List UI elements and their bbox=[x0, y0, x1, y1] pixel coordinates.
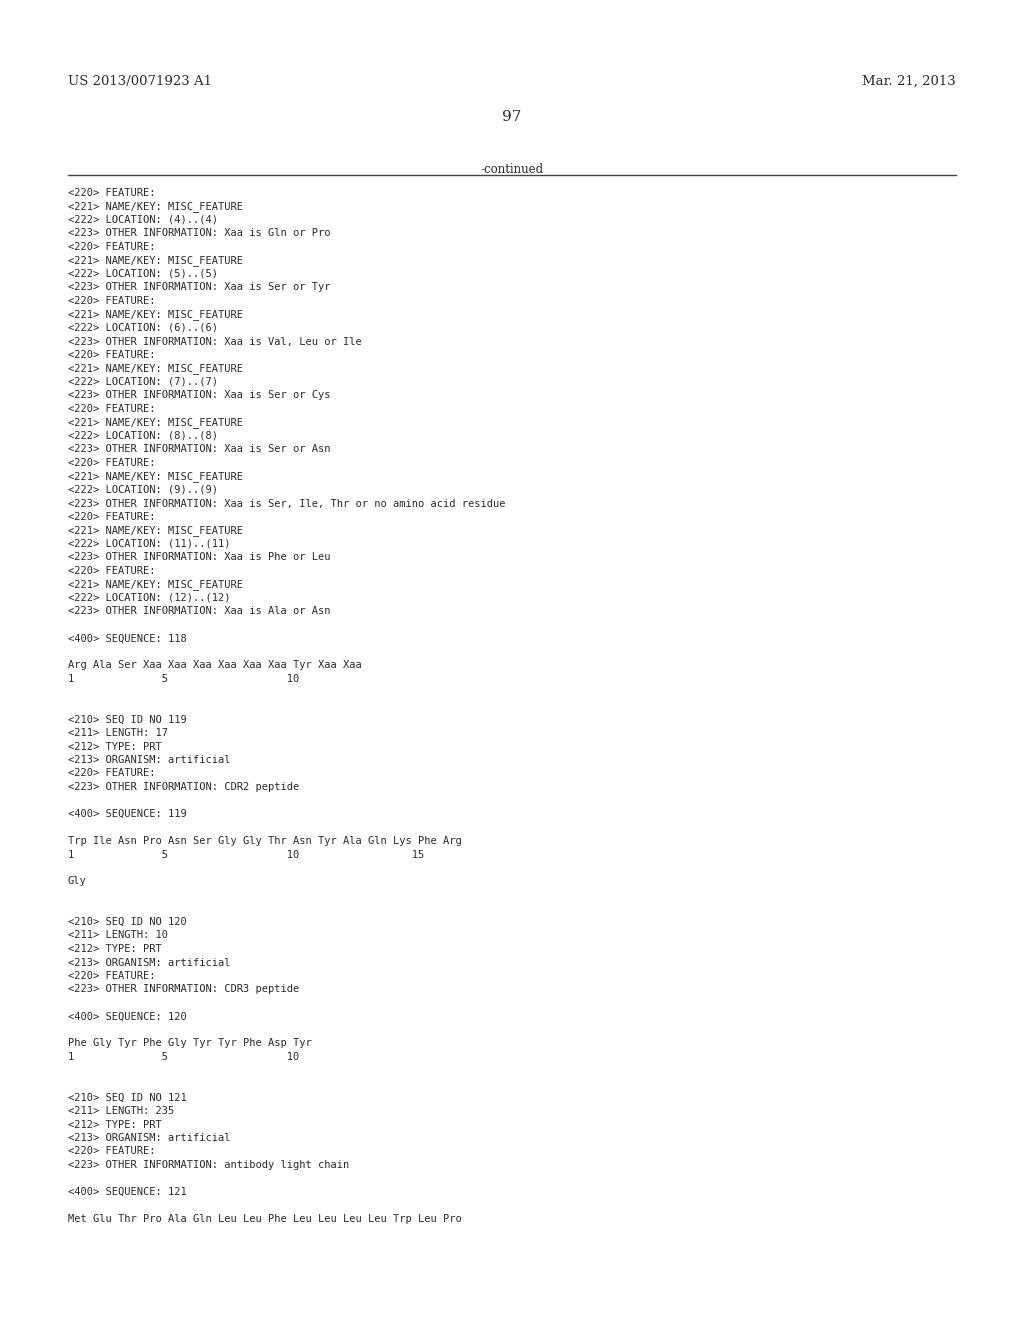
Text: <400> SEQUENCE: 118: <400> SEQUENCE: 118 bbox=[68, 634, 186, 644]
Text: 97: 97 bbox=[503, 110, 521, 124]
Text: 1              5                   10                  15: 1 5 10 15 bbox=[68, 850, 424, 859]
Text: <223> OTHER INFORMATION: CDR2 peptide: <223> OTHER INFORMATION: CDR2 peptide bbox=[68, 781, 299, 792]
Text: <211> LENGTH: 10: <211> LENGTH: 10 bbox=[68, 931, 168, 940]
Text: <223> OTHER INFORMATION: Xaa is Ala or Asn: <223> OTHER INFORMATION: Xaa is Ala or A… bbox=[68, 606, 331, 616]
Text: <220> FEATURE:: <220> FEATURE: bbox=[68, 512, 156, 521]
Text: <210> SEQ ID NO 119: <210> SEQ ID NO 119 bbox=[68, 714, 186, 725]
Text: <223> OTHER INFORMATION: Xaa is Gln or Pro: <223> OTHER INFORMATION: Xaa is Gln or P… bbox=[68, 228, 331, 239]
Text: <212> TYPE: PRT: <212> TYPE: PRT bbox=[68, 1119, 162, 1130]
Text: <223> OTHER INFORMATION: Xaa is Ser or Cys: <223> OTHER INFORMATION: Xaa is Ser or C… bbox=[68, 391, 331, 400]
Text: <220> FEATURE:: <220> FEATURE: bbox=[68, 1147, 156, 1156]
Text: <222> LOCATION: (6)..(6): <222> LOCATION: (6)..(6) bbox=[68, 323, 218, 333]
Text: -continued: -continued bbox=[480, 162, 544, 176]
Text: <220> FEATURE:: <220> FEATURE: bbox=[68, 972, 156, 981]
Text: <223> OTHER INFORMATION: Xaa is Ser or Asn: <223> OTHER INFORMATION: Xaa is Ser or A… bbox=[68, 445, 331, 454]
Text: <400> SEQUENCE: 121: <400> SEQUENCE: 121 bbox=[68, 1187, 186, 1197]
Text: US 2013/0071923 A1: US 2013/0071923 A1 bbox=[68, 75, 212, 88]
Text: <213> ORGANISM: artificial: <213> ORGANISM: artificial bbox=[68, 957, 230, 968]
Text: <222> LOCATION: (7)..(7): <222> LOCATION: (7)..(7) bbox=[68, 378, 218, 387]
Text: <220> FEATURE:: <220> FEATURE: bbox=[68, 566, 156, 576]
Text: <223> OTHER INFORMATION: antibody light chain: <223> OTHER INFORMATION: antibody light … bbox=[68, 1160, 349, 1170]
Text: <211> LENGTH: 17: <211> LENGTH: 17 bbox=[68, 729, 168, 738]
Text: Arg Ala Ser Xaa Xaa Xaa Xaa Xaa Xaa Tyr Xaa Xaa: Arg Ala Ser Xaa Xaa Xaa Xaa Xaa Xaa Tyr … bbox=[68, 660, 361, 671]
Text: <220> FEATURE:: <220> FEATURE: bbox=[68, 768, 156, 779]
Text: <400> SEQUENCE: 120: <400> SEQUENCE: 120 bbox=[68, 1011, 186, 1022]
Text: <221> NAME/KEY: MISC_FEATURE: <221> NAME/KEY: MISC_FEATURE bbox=[68, 309, 243, 321]
Text: <221> NAME/KEY: MISC_FEATURE: <221> NAME/KEY: MISC_FEATURE bbox=[68, 202, 243, 213]
Text: <222> LOCATION: (12)..(12): <222> LOCATION: (12)..(12) bbox=[68, 593, 230, 603]
Text: <221> NAME/KEY: MISC_FEATURE: <221> NAME/KEY: MISC_FEATURE bbox=[68, 363, 243, 375]
Text: <223> OTHER INFORMATION: Xaa is Ser, Ile, Thr or no amino acid residue: <223> OTHER INFORMATION: Xaa is Ser, Ile… bbox=[68, 499, 506, 508]
Text: <213> ORGANISM: artificial: <213> ORGANISM: artificial bbox=[68, 1133, 230, 1143]
Text: <221> NAME/KEY: MISC_FEATURE: <221> NAME/KEY: MISC_FEATURE bbox=[68, 471, 243, 482]
Text: Gly: Gly bbox=[68, 876, 87, 887]
Text: <212> TYPE: PRT: <212> TYPE: PRT bbox=[68, 944, 162, 954]
Text: <221> NAME/KEY: MISC_FEATURE: <221> NAME/KEY: MISC_FEATURE bbox=[68, 525, 243, 536]
Text: <211> LENGTH: 235: <211> LENGTH: 235 bbox=[68, 1106, 174, 1115]
Text: <221> NAME/KEY: MISC_FEATURE: <221> NAME/KEY: MISC_FEATURE bbox=[68, 417, 243, 429]
Text: <220> FEATURE:: <220> FEATURE: bbox=[68, 404, 156, 414]
Text: Phe Gly Tyr Phe Gly Tyr Tyr Phe Asp Tyr: Phe Gly Tyr Phe Gly Tyr Tyr Phe Asp Tyr bbox=[68, 1039, 311, 1048]
Text: Met Glu Thr Pro Ala Gln Leu Leu Phe Leu Leu Leu Leu Trp Leu Pro: Met Glu Thr Pro Ala Gln Leu Leu Phe Leu … bbox=[68, 1214, 462, 1224]
Text: <400> SEQUENCE: 119: <400> SEQUENCE: 119 bbox=[68, 809, 186, 818]
Text: <223> OTHER INFORMATION: CDR3 peptide: <223> OTHER INFORMATION: CDR3 peptide bbox=[68, 985, 299, 994]
Text: <221> NAME/KEY: MISC_FEATURE: <221> NAME/KEY: MISC_FEATURE bbox=[68, 579, 243, 590]
Text: <210> SEQ ID NO 120: <210> SEQ ID NO 120 bbox=[68, 917, 186, 927]
Text: <213> ORGANISM: artificial: <213> ORGANISM: artificial bbox=[68, 755, 230, 766]
Text: Trp Ile Asn Pro Asn Ser Gly Gly Thr Asn Tyr Ala Gln Lys Phe Arg: Trp Ile Asn Pro Asn Ser Gly Gly Thr Asn … bbox=[68, 836, 462, 846]
Text: <222> LOCATION: (8)..(8): <222> LOCATION: (8)..(8) bbox=[68, 432, 218, 441]
Text: <222> LOCATION: (11)..(11): <222> LOCATION: (11)..(11) bbox=[68, 539, 230, 549]
Text: <222> LOCATION: (9)..(9): <222> LOCATION: (9)..(9) bbox=[68, 484, 218, 495]
Text: 1              5                   10: 1 5 10 bbox=[68, 675, 299, 684]
Text: <220> FEATURE:: <220> FEATURE: bbox=[68, 458, 156, 469]
Text: <222> LOCATION: (5)..(5): <222> LOCATION: (5)..(5) bbox=[68, 269, 218, 279]
Text: <220> FEATURE:: <220> FEATURE: bbox=[68, 296, 156, 306]
Text: <221> NAME/KEY: MISC_FEATURE: <221> NAME/KEY: MISC_FEATURE bbox=[68, 256, 243, 267]
Text: <223> OTHER INFORMATION: Xaa is Ser or Tyr: <223> OTHER INFORMATION: Xaa is Ser or T… bbox=[68, 282, 331, 293]
Text: 1              5                   10: 1 5 10 bbox=[68, 1052, 299, 1063]
Text: <220> FEATURE:: <220> FEATURE: bbox=[68, 350, 156, 360]
Text: Mar. 21, 2013: Mar. 21, 2013 bbox=[862, 75, 956, 88]
Text: <223> OTHER INFORMATION: Xaa is Phe or Leu: <223> OTHER INFORMATION: Xaa is Phe or L… bbox=[68, 553, 331, 562]
Text: <220> FEATURE:: <220> FEATURE: bbox=[68, 242, 156, 252]
Text: <223> OTHER INFORMATION: Xaa is Val, Leu or Ile: <223> OTHER INFORMATION: Xaa is Val, Leu… bbox=[68, 337, 361, 346]
Text: <212> TYPE: PRT: <212> TYPE: PRT bbox=[68, 742, 162, 751]
Text: <222> LOCATION: (4)..(4): <222> LOCATION: (4)..(4) bbox=[68, 215, 218, 224]
Text: <210> SEQ ID NO 121: <210> SEQ ID NO 121 bbox=[68, 1093, 186, 1102]
Text: <220> FEATURE:: <220> FEATURE: bbox=[68, 187, 156, 198]
